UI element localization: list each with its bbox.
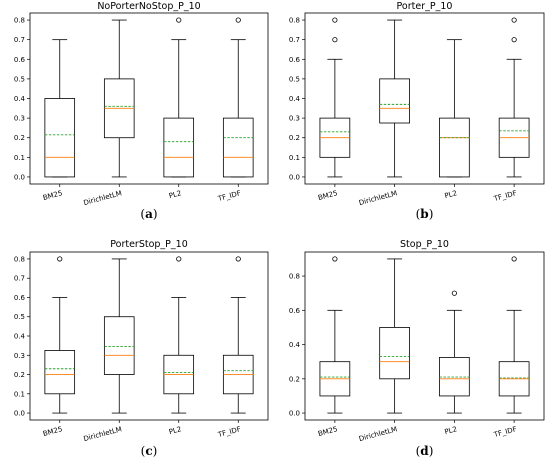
y-tick-label: 0.5	[14, 75, 25, 83]
y-tick-label: 0.3	[14, 115, 25, 123]
y-tick-label: 0.4	[289, 95, 301, 103]
y-tick-label: 0.1	[289, 154, 300, 162]
box-tf-idf	[222, 256, 254, 414]
y-tick-label: 0.8	[14, 255, 25, 263]
box-dirichletlm	[379, 19, 410, 178]
x-tick-label: PL2	[168, 189, 182, 200]
chart-panel-b: Porter_P_100.00.10.20.30.40.50.60.70.8BM…	[289, 1, 545, 221]
x-tick-label: PL2	[444, 189, 458, 200]
x-tick-label: PL2	[168, 425, 182, 436]
y-tick-label: 0.2	[289, 375, 300, 383]
box-tf-idf	[222, 17, 254, 178]
box-tf-idf	[498, 17, 530, 178]
box-tf-idf	[498, 256, 530, 414]
box-pl2	[163, 256, 195, 414]
outlier-point	[176, 17, 182, 23]
iqr-box	[379, 78, 410, 124]
y-tick-label: 0.5	[14, 313, 25, 321]
chart-title: NoPorterNoStop_P_10	[97, 1, 200, 12]
box-bm25	[44, 256, 76, 414]
outlier-point	[332, 256, 338, 262]
y-tick-label: 0.5	[289, 75, 300, 83]
y-tick-label: 0.0	[14, 173, 25, 181]
box-pl2	[163, 17, 195, 178]
panel-caption: (d)	[416, 444, 434, 458]
iqr-box	[44, 98, 76, 178]
iqr-box	[222, 117, 254, 178]
y-tick-label: 0.3	[289, 115, 300, 123]
outlier-point	[332, 17, 338, 23]
outlier-point	[332, 37, 338, 43]
iqr-box	[103, 316, 135, 375]
y-tick-label: 0.7	[14, 36, 25, 44]
y-tick-label: 0.0	[14, 410, 25, 418]
outlier-point	[511, 17, 517, 23]
box-bm25	[44, 39, 76, 178]
iqr-box	[439, 117, 470, 178]
y-tick-label: 0.2	[14, 371, 25, 379]
box-pl2	[439, 39, 470, 178]
y-tick-label: 0.3	[14, 352, 25, 360]
y-tick-label: 0.6	[14, 56, 26, 64]
panel-caption: (c)	[141, 444, 158, 458]
y-tick-label: 0.8	[289, 273, 300, 281]
y-tick-label: 0.6	[289, 307, 301, 315]
y-tick-label: 0.7	[14, 275, 25, 283]
x-tick-label: PL2	[444, 425, 458, 436]
y-tick-label: 0.0	[289, 173, 300, 181]
y-tick-label: 0.7	[289, 36, 300, 44]
y-tick-label: 0.6	[14, 294, 26, 302]
outlier-point	[235, 17, 241, 23]
y-tick-label: 0.1	[14, 390, 25, 398]
box-bm25	[319, 256, 351, 414]
box-pl2	[439, 290, 470, 414]
iqr-box	[44, 350, 76, 395]
panel-caption: (a)	[140, 207, 157, 221]
y-tick-label: 0.4	[289, 341, 301, 349]
plot-frame	[304, 251, 545, 421]
iqr-box	[163, 117, 195, 178]
outlier-point	[511, 37, 517, 43]
box-bm25	[319, 17, 351, 178]
iqr-box	[379, 327, 410, 380]
y-tick-label: 0.4	[14, 333, 26, 341]
y-tick-label: 0.4	[14, 95, 26, 103]
chart-title: PorterStop_P_10	[110, 239, 188, 250]
outlier-point	[451, 290, 457, 296]
outlier-point	[235, 256, 241, 262]
y-tick-label: 0.2	[14, 134, 25, 142]
outlier-point	[176, 256, 182, 262]
y-tick-label: 0.8	[14, 17, 25, 25]
box-dirichletlm	[379, 258, 410, 414]
y-tick-label: 0.1	[14, 154, 25, 162]
y-tick-label: 0.0	[289, 410, 300, 418]
y-tick-label: 0.6	[289, 56, 301, 64]
box-dirichletlm	[103, 258, 135, 414]
chart-title: Stop_P_10	[400, 239, 449, 250]
y-tick-label: 0.2	[289, 134, 300, 142]
chart-title: Porter_P_10	[397, 1, 453, 12]
outlier-point	[57, 256, 63, 262]
panel-caption: (b)	[416, 207, 434, 221]
box-dirichletlm	[103, 19, 135, 178]
y-tick-label: 0.8	[289, 17, 300, 25]
outlier-point	[511, 256, 517, 262]
